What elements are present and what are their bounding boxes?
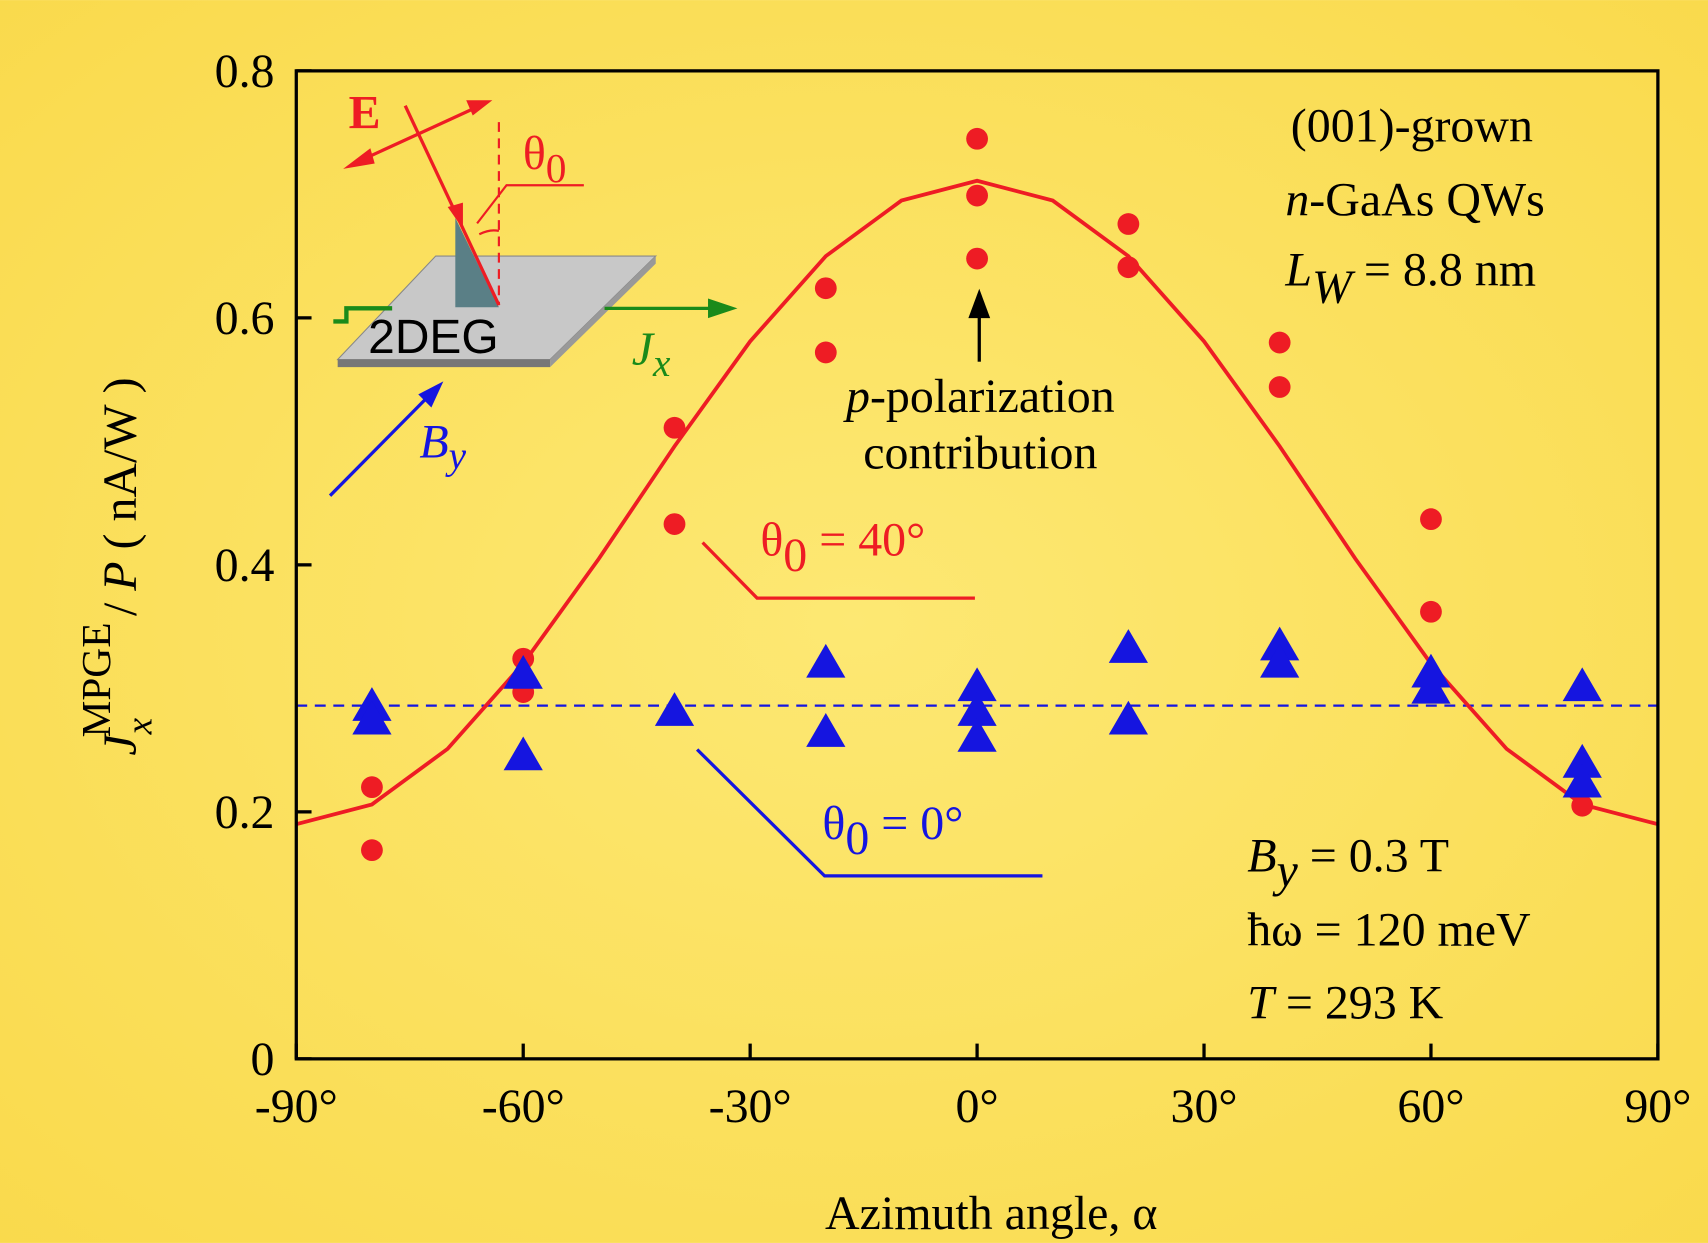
x-tick-label: -30° [709, 1080, 792, 1133]
annotation-part: p [843, 370, 870, 423]
y-tick-label: 0.8 [215, 45, 275, 98]
data-point [1117, 213, 1139, 235]
annotation-part: L [1284, 243, 1312, 296]
annotation-part: B [1247, 829, 1276, 882]
data-point [1117, 256, 1139, 278]
y-tick-label: 0.2 [215, 786, 275, 839]
data-point [664, 513, 686, 535]
x-tick-label: 90° [1624, 1080, 1691, 1133]
data-point [966, 185, 988, 207]
chart: -90° -60° -30° 0° 30° 60° 90° 0 0.2 0.4 0.6 0.8 Azi… [0, 0, 1708, 1243]
y-label-part: / [94, 591, 147, 616]
data-point [361, 839, 383, 861]
annotation-part: = 293 K [1274, 977, 1444, 1030]
data-point [1571, 795, 1593, 817]
data-point [966, 128, 988, 150]
annotation-part: -polarization [870, 370, 1115, 423]
data-point [1269, 376, 1291, 398]
x-tick-label: 30° [1170, 1080, 1237, 1133]
data-point [361, 776, 383, 798]
annotation-part: = 0.3 T [1298, 829, 1449, 882]
y-tick-label: 0 [251, 1033, 275, 1086]
annotation-part: y [1272, 845, 1298, 898]
y-label-part: ( nA/W ) [94, 377, 147, 561]
inset-label-part: x [652, 342, 671, 385]
y-tick-label: 0.4 [215, 539, 275, 592]
label-part: 0 [783, 529, 807, 582]
label-part: = 0° [869, 797, 963, 850]
x-tick-label: -90° [255, 1080, 338, 1133]
inset-label-part: θ [523, 127, 546, 180]
inset-label-part: y [445, 434, 467, 477]
x-axis-label: Azimuth angle, α [825, 1187, 1157, 1240]
data-point [966, 248, 988, 270]
y-tick-label: 0.6 [215, 292, 275, 345]
annotation: ħω = 120 meV [1247, 904, 1531, 957]
data-point [1420, 601, 1442, 623]
label-part: θ [760, 514, 783, 567]
inset-label: 2DEG [368, 311, 498, 364]
annotation: T = 293 K [1247, 977, 1443, 1030]
data-point [664, 417, 686, 439]
y-label-part: P [94, 561, 147, 591]
y-label-part: x [119, 717, 160, 735]
annotation-part: -GaAs QWs [1309, 174, 1545, 227]
annotation: (001)-grown [1291, 100, 1533, 153]
data-point [1420, 508, 1442, 530]
annotation-part: = 8.8 nm [1352, 243, 1536, 296]
data-point [815, 342, 837, 364]
annotation-part: T [1247, 977, 1277, 1030]
label-part: θ [822, 797, 845, 850]
data-point [815, 277, 837, 299]
annotation: contribution [863, 426, 1097, 479]
x-tick-label: 0° [956, 1080, 999, 1133]
label-part: 0 [845, 812, 869, 865]
annotation: n-GaAs QWs [1285, 174, 1544, 227]
inset-label: E [349, 87, 381, 140]
y-label-part: MPGE [73, 623, 119, 738]
data-point [1269, 332, 1291, 354]
annotation-part: W [1312, 261, 1356, 314]
annotation-part: n [1285, 174, 1309, 227]
inset-label-part: 0 [546, 145, 567, 191]
x-tick-label: -60° [482, 1080, 565, 1133]
annotation: p-polarization [843, 370, 1115, 423]
label-part: = 40° [807, 514, 925, 567]
x-tick-label: 60° [1397, 1080, 1464, 1133]
inset-label-part: B [419, 416, 448, 469]
